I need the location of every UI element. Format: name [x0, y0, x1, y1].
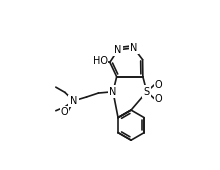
Text: O: O [154, 80, 162, 90]
Text: S: S [144, 87, 150, 97]
Text: HO: HO [93, 56, 108, 66]
Text: N: N [109, 87, 117, 97]
Text: N: N [130, 43, 137, 53]
Text: N: N [114, 45, 122, 55]
Text: O: O [154, 94, 162, 104]
Text: O: O [61, 107, 68, 117]
Text: N: N [70, 96, 77, 106]
